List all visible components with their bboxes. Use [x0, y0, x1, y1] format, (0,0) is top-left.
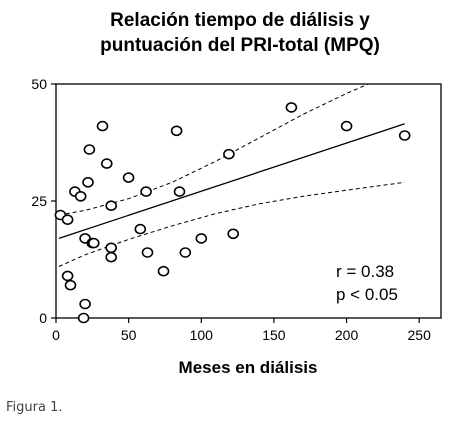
x-tick-label: 0	[52, 327, 60, 343]
data-point	[122, 172, 135, 183]
data-point	[141, 247, 154, 258]
data-point	[195, 233, 208, 244]
x-axis: 0 50 100 150 200 250	[52, 318, 431, 343]
y-axis: 0 25 50	[31, 76, 56, 326]
p-value-annotation: p < 0.05	[336, 285, 398, 304]
data-point	[96, 120, 109, 132]
data-point	[170, 125, 183, 137]
data-point	[340, 120, 353, 132]
data-point	[61, 270, 74, 282]
data-point	[101, 158, 113, 169]
ci-lower-line	[58, 181, 405, 267]
data-point	[223, 148, 235, 160]
data-point	[74, 191, 87, 202]
x-tick-label: 50	[121, 327, 137, 343]
data-point	[173, 186, 186, 197]
y-tick-label: 0	[39, 310, 47, 326]
data-point	[61, 214, 74, 225]
data-point	[105, 200, 117, 211]
fit-line	[58, 123, 405, 240]
data-point	[64, 279, 77, 291]
data-points	[54, 102, 411, 324]
data-point	[79, 298, 91, 310]
y-tick-label: 50	[31, 76, 47, 92]
x-tick-label: 100	[190, 327, 214, 343]
data-point	[285, 102, 298, 113]
data-point	[82, 177, 94, 188]
ci-upper-line	[58, 83, 369, 216]
data-point	[134, 223, 147, 235]
confidence-band	[58, 83, 405, 267]
x-axis-label: Meses en diálisis	[179, 358, 318, 377]
data-point	[105, 251, 117, 263]
regression-line	[58, 123, 405, 240]
data-point	[179, 247, 192, 258]
data-point	[140, 186, 152, 197]
data-point	[83, 144, 96, 155]
chart-title-line-2: puntuación del PRI-total (MPQ)	[100, 35, 380, 56]
chart-title-line-1: Relación tiempo de diálisis y	[110, 10, 370, 31]
data-point	[105, 242, 117, 254]
x-tick-label: 250	[408, 327, 432, 343]
figure-caption: Figura 1.	[6, 400, 63, 415]
data-point	[227, 228, 239, 240]
data-point	[157, 265, 170, 277]
data-point	[77, 312, 90, 324]
x-tick-label: 200	[335, 327, 359, 343]
data-point	[398, 130, 411, 141]
correlation-annotation: r = 0.38	[336, 262, 394, 281]
y-tick-label: 25	[31, 193, 47, 209]
x-tick-label: 150	[262, 327, 286, 343]
data-point	[88, 237, 100, 249]
